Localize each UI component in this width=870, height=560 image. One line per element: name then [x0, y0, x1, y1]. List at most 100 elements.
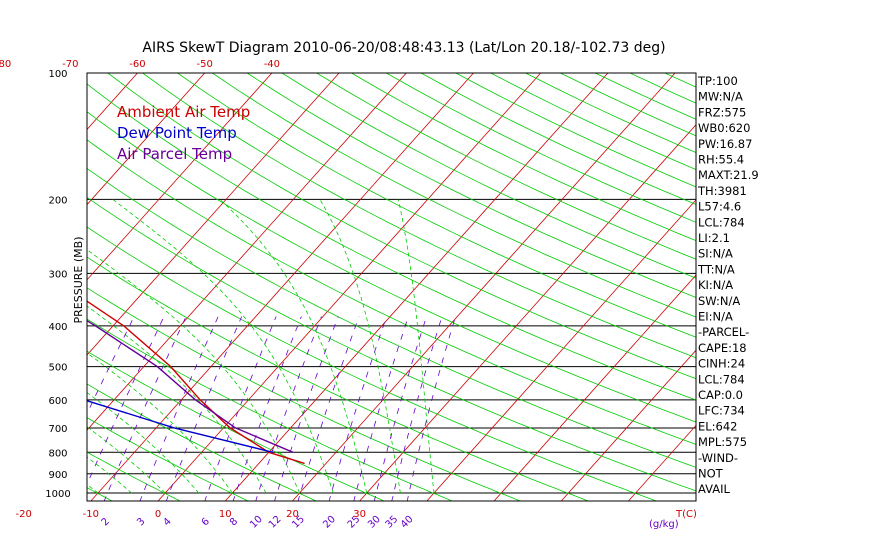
isotherm-line	[87, 73, 273, 281]
mixing-ratio-unit-label: (g/kg)	[649, 519, 679, 530]
mixing-ratio-line	[274, 316, 339, 501]
moist-adiabat-line	[87, 426, 166, 494]
index-text: MPL:575	[698, 435, 747, 449]
pressure-tick-label: 200	[48, 195, 67, 206]
bottom-temp-tick-label: -10	[83, 509, 99, 520]
dry-adiabat-line	[87, 111, 696, 423]
moist-adiabat-line	[112, 199, 334, 494]
dry-adiabat-line	[87, 350, 386, 501]
isotherm-line	[628, 424, 696, 501]
dry-adiabat-line	[490, 73, 696, 171]
dry-adiabat-line	[87, 83, 696, 401]
top-temp-tick-label: -70	[62, 59, 78, 70]
moist-adiabat-line	[87, 352, 233, 494]
mixing-ratio-line	[255, 316, 322, 501]
top-temp-tick-label: -40	[264, 59, 280, 70]
bottom-temp-tick-label: 0	[155, 509, 161, 520]
bottom-temp-tick-label: 30	[353, 509, 366, 520]
index-text: KI:N/A	[698, 278, 733, 292]
index-text: LCL:784	[698, 215, 745, 229]
isotherm-line	[359, 124, 696, 501]
bottom-temp-tick-label: 20	[286, 509, 299, 520]
top-temp-tick-label: -50	[197, 59, 213, 70]
series-0-line	[87, 300, 305, 465]
mixing-ratio-line	[0, 317, 86, 502]
mixing-ratio-line	[0, 317, 26, 502]
isotherm-line	[87, 73, 340, 356]
dry-adiabat-line	[455, 73, 696, 188]
index-text: TT:N/A	[697, 262, 735, 276]
dry-adiabat-line	[281, 73, 696, 279]
mixing-ratio-label: 2	[100, 516, 112, 528]
index-text: RH:55.4	[698, 153, 744, 167]
series-1-line	[87, 400, 273, 453]
pressure-tick-label: 400	[48, 322, 67, 333]
moist-adiabat-line	[87, 305, 267, 494]
mixing-ratio-label: 6	[200, 516, 212, 528]
top-temp-tick-label: -80	[0, 59, 11, 70]
dry-adiabat-line	[87, 167, 696, 468]
moist-adiabat-line	[219, 199, 368, 494]
index-text: PW:16.87	[698, 137, 752, 151]
dry-adiabat-line	[87, 287, 522, 501]
index-text: MAXT:21.9	[698, 168, 759, 182]
mixing-ratio-line	[328, 316, 387, 501]
legend: Ambient Air Temp Dew Point Temp Air Parc…	[117, 103, 250, 163]
mixing-ratio-line	[391, 316, 443, 501]
index-text: CINH:24	[698, 357, 745, 371]
dry-adiabat-line	[87, 487, 113, 501]
moist-adiabat-line	[397, 199, 435, 494]
isotherm-line	[87, 73, 205, 206]
index-text: LI:2.1	[698, 231, 730, 245]
isotherm-line	[426, 199, 696, 501]
dry-adiabat-line	[177, 73, 696, 338]
legend-dewpoint: Dew Point Temp	[117, 124, 237, 142]
dry-adiabat-line	[386, 73, 696, 223]
dry-adiabat-line	[316, 73, 696, 260]
legend-ambient: Ambient Air Temp	[117, 103, 250, 121]
mixing-ratio-line	[297, 316, 360, 501]
pressure-tick-label: 300	[48, 269, 67, 280]
dry-adiabat-line	[420, 73, 696, 205]
dry-adiabat-line	[0, 73, 46, 502]
pressure-tick-label: 900	[48, 470, 67, 481]
mixing-ratio-label: 40	[399, 514, 416, 531]
index-text: FRZ:575	[698, 105, 746, 119]
isotherm-line	[560, 349, 696, 501]
dry-adiabat-line	[87, 256, 590, 501]
index-text: NOT	[698, 467, 724, 481]
index-text: LFC:734	[698, 404, 745, 418]
moist-adiabat-line	[0, 199, 31, 493]
dry-adiabat-line	[87, 196, 696, 492]
top-temp-tick-label: -60	[129, 59, 145, 70]
mixing-ratio-line	[373, 316, 427, 501]
dry-adiabat-line	[212, 73, 696, 318]
mixing-ratio-label: 3	[135, 516, 147, 528]
mixing-ratio-line	[353, 316, 409, 501]
series-2-line	[87, 319, 294, 453]
index-text: SW:N/A	[698, 294, 740, 308]
dry-adiabat-line	[87, 451, 182, 501]
pressure-tick-label: 800	[48, 448, 67, 459]
pressure-tick-label: 600	[48, 396, 67, 407]
index-text: EI:N/A	[698, 310, 733, 324]
index-text: EL:642	[698, 419, 738, 433]
mixing-ratio-label: 10	[248, 514, 265, 531]
index-text: -PARCEL-	[698, 325, 749, 339]
mixing-ratio-label: 30	[366, 514, 383, 531]
moist-adiabat-line	[87, 392, 200, 494]
index-text: WB0:620	[698, 121, 750, 135]
index-text: AVAIL	[698, 482, 731, 496]
bottom-temp-tick-label: -20	[15, 509, 31, 520]
index-text: TP:100	[697, 74, 738, 88]
chart-title: AIRS SkewT Diagram 2010-06-20/08:48:43.1…	[142, 40, 665, 56]
mixing-ratio-line	[204, 316, 277, 501]
isotherm-line	[0, 73, 3, 501]
mixing-ratio-line	[232, 316, 302, 501]
pressure-tick-label: 1000	[45, 489, 70, 500]
dry-adiabat-line	[246, 73, 696, 298]
plot-frame	[86, 72, 697, 502]
isotherm-line	[90, 73, 474, 501]
index-text: MW:N/A	[698, 90, 743, 104]
isotherm-line	[224, 73, 609, 501]
